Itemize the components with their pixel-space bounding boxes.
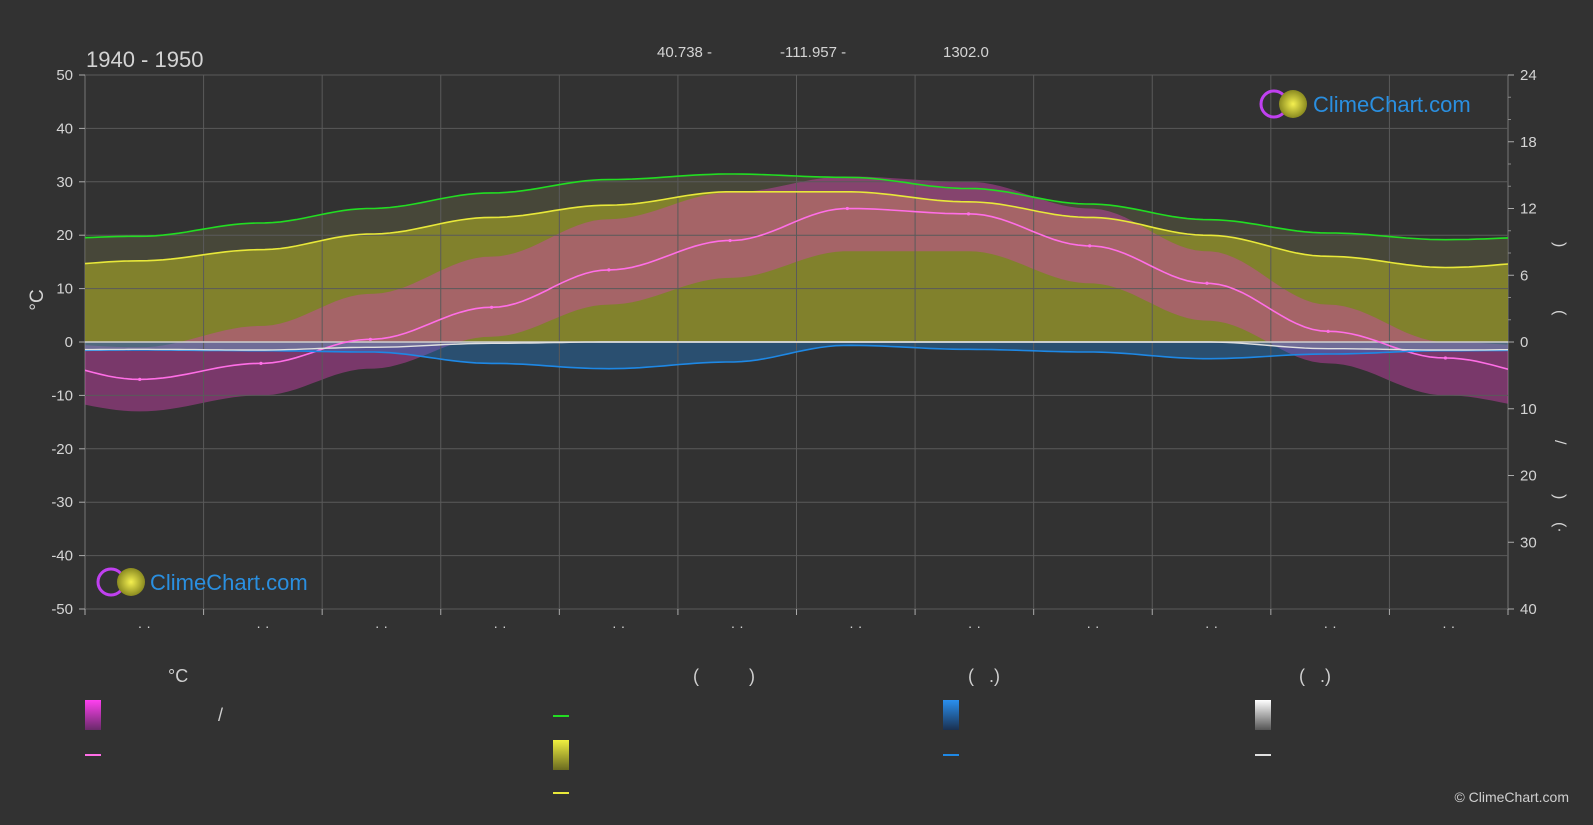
left-axis-unit: °C [27, 289, 48, 310]
month-tick-label: · · [493, 618, 506, 634]
month-tick-label: · · [968, 618, 981, 634]
temperature-point [728, 238, 732, 243]
temperature-point [1326, 329, 1330, 333]
month-tick-label: · · [256, 618, 269, 634]
right-tick-label-hours: 0 [1520, 334, 1528, 351]
legend-heading-temperature: °C [168, 666, 188, 686]
left-tick-label: 50 [56, 67, 73, 84]
axis-ticks: 50 40 30 20 10 0 -10 -20 -30 -40 -50 24 18 12 6 0 10 20 30… [51, 67, 1536, 634]
left-tick-label: 40 [56, 120, 73, 137]
right-tick-label-mm: 40 [1520, 601, 1537, 618]
period-title: 1940 - 1950 [86, 47, 203, 72]
temperature-point [259, 361, 263, 365]
right-label-fragment-2: ( [1551, 310, 1568, 316]
legend-heading-rain: ( .) [968, 666, 1000, 686]
legend-slash: / [218, 705, 223, 725]
left-tick-label: 20 [56, 227, 73, 244]
left-tick-label: -10 [51, 387, 73, 404]
temperature-point [966, 212, 971, 216]
right-tick-label-hours: 18 [1520, 134, 1537, 151]
left-tick-label: -50 [51, 601, 73, 618]
legend-swatch-rain [943, 700, 959, 730]
right-label-fragment-3: / [1551, 440, 1568, 445]
snow-line [85, 341, 1508, 351]
month-tick-label: · · [1324, 618, 1337, 634]
precipitation-line [85, 344, 1508, 370]
legend: °C ( ) ( .) ( .) / [85, 666, 1331, 794]
legend-heading-snow: ( .) [1299, 666, 1331, 686]
right-tick-label-mm: 10 [1520, 401, 1537, 418]
temperature-point [1088, 244, 1092, 248]
copyright[interactable]: © ClimeChart.com [1454, 789, 1569, 805]
brand-logo-top[interactable]: ClimeChart.com [1259, 89, 1471, 119]
month-tick-label: · · [1205, 618, 1218, 634]
logo-text: ClimeChart.com [1313, 92, 1471, 117]
elevation-text: 1302.0 [943, 44, 989, 61]
legend-swatch-sunshine [553, 740, 569, 770]
temperature-mean-line [85, 207, 1508, 381]
sunshine-line [85, 191, 1508, 269]
left-tick-label: -20 [51, 441, 73, 458]
series-lines [85, 173, 1508, 381]
right-tick-label-hours: 12 [1520, 201, 1537, 218]
temperature-point [368, 337, 372, 341]
right-tick-label-hours: 6 [1520, 267, 1528, 284]
legend-swatch-snow [1255, 700, 1271, 730]
month-tick-label: · · [731, 618, 744, 634]
right-tick-label-mm: 30 [1520, 534, 1537, 551]
logo-sun-icon [1279, 90, 1307, 118]
month-tick-label: · · [849, 618, 862, 634]
left-tick-label: 10 [56, 281, 73, 298]
temperature-point [489, 305, 494, 309]
temperature-point [1205, 281, 1209, 285]
logo-sun-icon [117, 568, 145, 596]
brand-logo-bottom[interactable]: ClimeChart.com [96, 567, 308, 597]
latitude-text: 40.738 - [657, 44, 712, 61]
right-label-fragment-1: ) [1551, 242, 1568, 247]
daylight-line [85, 173, 1508, 241]
temperature-point [607, 268, 611, 272]
left-tick-label: -40 [51, 548, 73, 565]
longitude-text: -111.957 - [780, 44, 846, 61]
month-tick-label: · · [138, 618, 151, 634]
temperature-point [1443, 356, 1448, 360]
left-tick-label: -30 [51, 494, 73, 511]
month-tick-label: · · [1086, 618, 1099, 634]
temperature-point [138, 377, 142, 381]
right-tick-label-hours: 24 [1520, 67, 1537, 84]
left-tick-label: 0 [65, 334, 73, 351]
legend-heading-sun: ( ) [693, 666, 755, 686]
month-tick-label: · · [1442, 618, 1455, 634]
right-label-fragment-4: ) [1551, 494, 1568, 499]
right-label-fragment-5: (· [1551, 522, 1568, 533]
right-tick-label-mm: 20 [1520, 468, 1537, 485]
temperature-point [845, 206, 849, 211]
month-tick-label: · · [612, 618, 625, 634]
left-tick-label: 30 [56, 174, 73, 191]
legend-swatch-temp-range [85, 700, 101, 730]
logo-text: ClimeChart.com [150, 570, 308, 595]
month-tick-label: · · [375, 618, 388, 634]
